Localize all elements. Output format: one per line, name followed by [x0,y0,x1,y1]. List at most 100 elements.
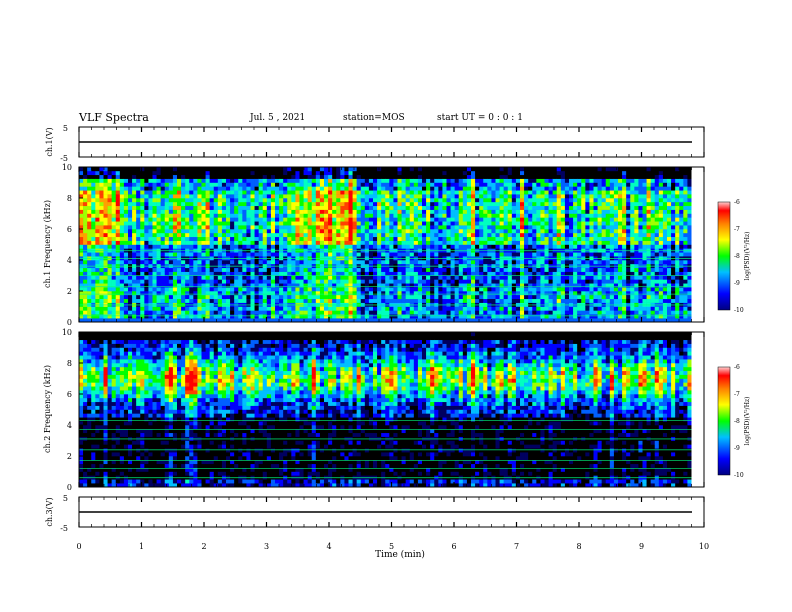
spectrogram-cell [397,287,402,292]
spectrogram-cell [258,229,264,234]
spectrogram-cell [238,310,243,315]
spectrogram-cell [413,298,419,303]
spectrogram-cell [434,306,439,311]
spectrogram-cell [417,170,423,176]
spectrogram-cell [209,244,215,249]
spectrogram-cell [193,294,198,300]
spectrogram-cell [164,318,170,322]
spectrogram-cell [250,229,255,234]
spectrogram-cell [319,310,325,315]
spectrogram-cell [258,186,264,191]
spectrogram-cell [311,314,317,319]
spectrogram-cell [209,271,215,276]
spectrogram-cell [328,267,333,272]
spectrogram-cell [528,186,533,191]
spectrogram-cell [479,240,484,245]
spectrogram-cell [479,194,484,199]
spectrogram-cell [168,201,174,207]
spectrogram-cell [552,318,558,322]
spectrogram-cell [442,294,447,300]
spectrogram-cell [507,294,513,300]
spectrogram-cell [315,314,321,319]
spectrogram-cell [495,198,500,203]
spectrogram-cell [434,205,439,210]
spectrogram-cell [479,213,484,218]
spectrogram-cell [577,236,582,241]
spectrogram-cell [556,252,562,257]
spectrogram-cell [483,205,488,210]
spectrogram-cell [532,271,537,276]
spectrogram-cell [160,260,166,265]
spectrogram-cell [230,244,235,249]
spectrogram-cell [295,205,300,210]
spectrogram-cell [405,318,411,322]
spectrogram-cell [324,271,329,276]
spectrogram-cell [275,186,280,191]
spectrogram-cell [230,170,235,176]
spectrogram-cell [319,229,325,234]
spectrogram-cell [221,298,227,303]
spectrogram-cell [483,182,488,187]
spectrogram-cell [491,221,496,226]
spectrogram-cell [279,275,284,280]
spectrogram-cell [540,205,545,210]
spectrogram-cell [499,229,504,234]
spectrogram-cell [462,310,468,315]
spectrogram-cell [466,182,472,187]
spectrogram-cell [528,298,533,303]
spectrogram-cell [544,190,549,195]
spectrogram-cell [532,287,537,292]
spectrogram-cell [483,271,488,276]
spectrogram-cell [177,209,182,214]
spectrogram-cell [556,217,562,222]
spectrogram-cell [430,178,435,183]
spectrogram-cell [540,291,545,296]
spectrogram-cell [307,310,313,315]
spectrogram-cell [401,279,406,284]
spectrogram-cell [172,298,178,303]
spectrogram-cell [577,190,582,195]
spectrogram-cell [450,310,455,315]
spectrogram-cell [283,170,288,176]
spectrogram-cell [426,194,431,199]
spectrogram-cell [258,205,264,210]
spectrogram-cell [234,271,239,276]
spectrogram-cell [405,174,411,179]
spectrogram-cell [189,182,194,187]
spectrogram-cell [185,267,190,272]
spectrogram-cell [230,213,235,218]
spectrogram-cell [336,236,341,241]
spectrogram-cell [487,194,492,199]
spectrogram-cell [177,213,182,218]
spectrogram-cell [417,287,423,292]
spectrogram-cell [352,213,357,218]
spectrogram-cell [115,178,121,183]
spectrogram-cell [115,271,121,276]
spectrogram-cell [466,194,472,199]
spectrogram-cell [152,244,157,249]
spectrogram-cell [491,283,496,288]
spectrogram-cell [156,186,161,191]
spectrogram-cell [250,318,255,322]
spectrogram-cell [95,298,100,303]
spectrogram-cell [524,232,529,238]
spectrogram-cell [283,205,288,210]
spectrogram-cell [209,170,215,176]
spectrogram-cell [552,229,558,234]
spectrogram-cell [197,221,202,226]
spectrogram-cell [430,205,435,210]
spectrogram-cell [144,260,149,265]
spectrogram-cell [230,291,235,296]
spectrogram-cell [332,205,337,210]
spectrogram-cell [446,229,451,234]
spectrogram-cell [503,260,509,265]
spectrogram-cell [532,310,537,315]
spectrogram-cell [401,182,406,187]
spectrogram-cell [548,271,553,276]
spectrogram-cell [507,194,513,199]
spectrogram-cell [520,232,525,238]
spectrogram-cell [368,217,374,222]
spectrogram-cell [270,318,276,322]
spectrogram-cell [450,314,455,319]
spectrogram-cell [479,232,484,238]
